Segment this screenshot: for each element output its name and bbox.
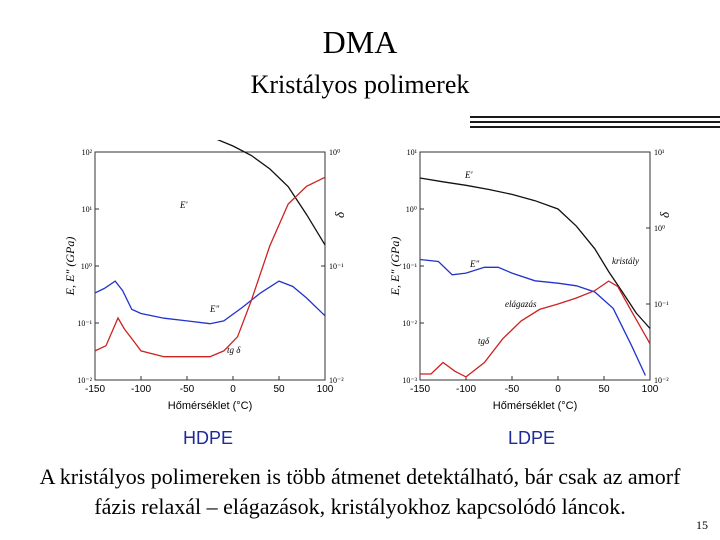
ldpe-chart: -150 -100 -50 0 50 100 10¹ 10⁰ 10⁻¹ 10⁻² 10⁻³ 10¹ 10… — [385, 140, 675, 425]
y2-tick-label: 10⁻² — [329, 376, 344, 385]
x-tick-label: -100 — [456, 384, 476, 395]
header-rule — [470, 116, 720, 118]
curve-annotation: kristály — [612, 256, 639, 266]
x-tick-label: 100 — [317, 384, 334, 395]
x-tick-label: -50 — [505, 384, 520, 395]
dma-plot: -150 -100 -50 0 50 100 10² 10¹ 10⁰ 10⁻¹ 10⁻² 10⁰ 10⁻… — [63, 140, 347, 412]
dma-plot: -150 -100 -50 0 50 100 10¹ 10⁰ 10⁻¹ 10⁻² 10⁻³ 10¹ 10… — [388, 148, 672, 412]
hdpe-label: HDPE — [183, 428, 234, 448]
curve-annotation: E" — [209, 304, 219, 314]
curve-annotation: elágazás — [505, 299, 537, 309]
x-tick-label: -100 — [131, 384, 151, 395]
y2-tick-label: 10⁻² — [654, 376, 669, 385]
y-tick-label: 10⁰ — [81, 262, 92, 271]
y2-tick-label: 10⁻¹ — [654, 300, 669, 309]
y2-tick-label: 10¹ — [654, 148, 665, 157]
y2-tick-label: 10⁰ — [654, 224, 665, 233]
x-axis-label: Hőmérséklet (°C) — [168, 400, 252, 412]
curve-annotation: tgδ — [478, 336, 490, 346]
y-tick-label: 10⁻² — [402, 319, 417, 328]
plot-frame — [419, 151, 651, 381]
x-tick-label: -150 — [85, 384, 105, 395]
y-tick-label: 10¹ — [82, 205, 93, 214]
x-tick-label: 50 — [598, 384, 610, 395]
ldpe-label: LDPE — [508, 428, 556, 448]
series-line — [420, 280, 651, 378]
y2-tick-label: 10⁻¹ — [329, 262, 344, 271]
y-tick-label: 10⁰ — [406, 205, 417, 214]
header-rule — [470, 126, 720, 128]
curve-annotation: tg δ — [227, 345, 241, 355]
x-tick-label: -150 — [410, 384, 430, 395]
series-line — [94, 176, 326, 358]
header-rule — [470, 121, 720, 123]
body-text: A kristályos polimereken is több átmenet… — [39, 464, 681, 519]
curve-annotation: E' — [464, 170, 473, 180]
x-tick-label: 0 — [555, 384, 561, 395]
x-axis-label: Hőmérséklet (°C) — [493, 400, 577, 412]
y-tick-label: 10⁻³ — [402, 376, 417, 385]
series-line — [94, 280, 326, 325]
hdpe-chart: -150 -100 -50 0 50 100 10² 10¹ 10⁰ 10⁻¹ 10⁻² 10⁰ 10⁻… — [60, 140, 350, 425]
y-tick-label: 10⁻² — [77, 376, 92, 385]
x-tick-label: -50 — [180, 384, 195, 395]
y-axis-label: E, E" (GPa) — [388, 237, 402, 297]
y-tick-label: 10¹ — [407, 148, 418, 157]
y-axis-label: E, E" (GPa) — [63, 237, 77, 297]
series-line — [216, 140, 326, 246]
y-tick-label: 10⁻¹ — [402, 262, 417, 271]
curve-annotation: E" — [469, 259, 479, 269]
x-tick-label: 100 — [642, 384, 659, 395]
y-tick-label: 10⁻¹ — [77, 319, 92, 328]
x-tick-label: 50 — [273, 384, 285, 395]
curve-annotation: E' — [179, 200, 188, 210]
y2-tick-label: 10⁰ — [329, 148, 340, 157]
page-number: 15 — [696, 518, 708, 532]
slide-subtitle: Kristályos polimerek — [250, 70, 470, 99]
y2-axis-label: δ — [657, 211, 672, 218]
x-tick-label: 0 — [230, 384, 236, 395]
series-line — [419, 177, 651, 329]
slide-title: DMA — [322, 24, 398, 60]
y-tick-label: 10² — [82, 148, 93, 157]
y2-axis-label: δ — [332, 211, 347, 218]
series-line — [419, 258, 646, 376]
plot-frame — [94, 151, 326, 381]
